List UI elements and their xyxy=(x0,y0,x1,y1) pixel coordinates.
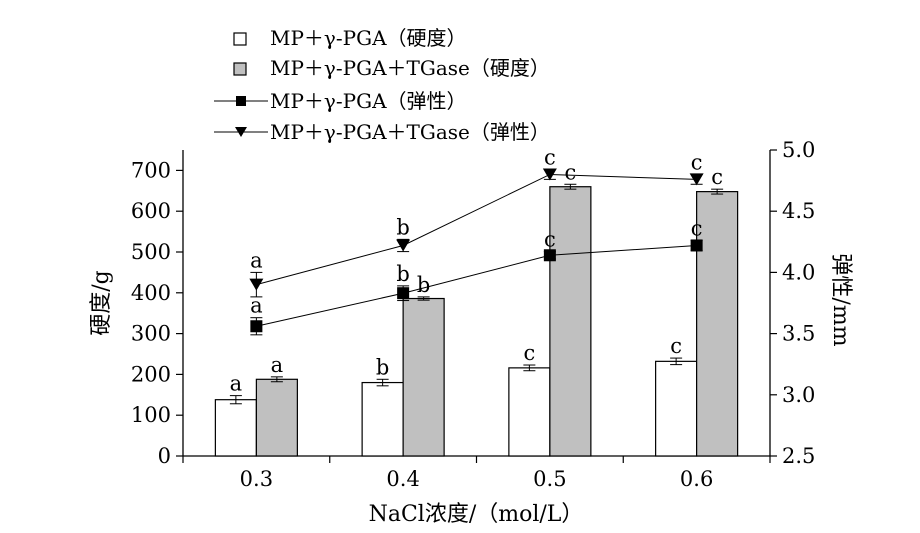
y-tick-label: 500 xyxy=(131,240,171,264)
y-tick-label: 600 xyxy=(131,199,171,223)
bars: a b c c a b c c xyxy=(214,160,739,457)
legend-label-line-1: MP＋γ-PGA（弹性） xyxy=(270,89,467,113)
y2-tick-label: 3.0 xyxy=(782,383,815,407)
bar xyxy=(402,297,445,457)
triangle-marker xyxy=(689,173,704,186)
y2-tick-label: 3.5 xyxy=(782,322,815,346)
x-tick-label: 0.4 xyxy=(386,467,419,491)
bar xyxy=(361,381,404,457)
bar xyxy=(508,367,551,457)
x-tick-label: 0.5 xyxy=(533,467,566,491)
right-y-ticks: 2.5 3.0 3.5 4.0 4.5 5.0 xyxy=(770,138,815,468)
bar-significance-letter: c xyxy=(523,341,535,365)
square-marker xyxy=(250,320,263,333)
bar xyxy=(655,360,698,457)
square-marker xyxy=(543,249,556,262)
y-tick-label: 0 xyxy=(158,444,171,468)
series-line xyxy=(256,173,697,286)
point-significance-letter: b xyxy=(396,215,409,239)
bar-significance-letter: a xyxy=(271,353,284,377)
legend-label-bar-2: MP＋γ-PGA＋TGase（硬度） xyxy=(270,56,550,80)
triangle-marker xyxy=(396,239,411,252)
bar xyxy=(549,186,592,457)
legend: MP＋γ-PGA（硬度） MP＋γ-PGA＋TGase（硬度） MP＋γ-PGA… xyxy=(214,26,550,144)
bar-significance-letter: c xyxy=(564,160,576,184)
legend-marker-triangle xyxy=(235,127,247,137)
point-significance-letter: c xyxy=(544,146,556,170)
bar-significance-letter: c xyxy=(670,334,682,358)
y2-tick-label: 4.0 xyxy=(782,260,815,284)
x-tick-label: 0.3 xyxy=(240,467,273,491)
bar-significance-letter: b xyxy=(417,273,430,297)
left-y-ticks: 0 100 200 300 400 500 600 700 xyxy=(131,158,183,468)
legend-marker-square xyxy=(236,96,246,106)
square-marker xyxy=(690,239,703,252)
y-tick-label: 200 xyxy=(131,362,171,386)
y-axis-title: 硬度/g xyxy=(89,270,114,336)
y-tick-label: 400 xyxy=(131,281,171,305)
legend-swatch-bar-1 xyxy=(233,32,247,46)
x-axis-title: NaCl浓度/（mol/L） xyxy=(369,502,584,527)
y-tick-label: 700 xyxy=(131,158,171,182)
series-line xyxy=(256,244,697,327)
bar-significance-letter: c xyxy=(711,165,723,189)
legend-label-bar-1: MP＋γ-PGA（硬度） xyxy=(270,26,467,50)
y2-tick-label: 4.5 xyxy=(782,199,815,223)
x-ticks: 0.3 0.4 0.5 0.6 xyxy=(182,456,771,491)
y2-tick-label: 2.5 xyxy=(782,444,815,468)
bar xyxy=(255,378,298,457)
point-significance-letter: b xyxy=(396,262,409,286)
point-significance-letter: c xyxy=(544,228,556,252)
triangle-marker xyxy=(542,168,557,181)
bar xyxy=(214,399,257,457)
bar xyxy=(696,191,739,457)
point-significance-letter: c xyxy=(691,217,703,241)
y-tick-label: 300 xyxy=(131,322,171,346)
y2-tick-label: 5.0 xyxy=(782,138,815,162)
triangle-marker xyxy=(249,278,264,291)
y-tick-label: 100 xyxy=(131,403,171,427)
square-marker xyxy=(397,287,410,300)
x-tick-label: 0.6 xyxy=(680,467,713,491)
point-significance-letter: c xyxy=(691,150,703,174)
legend-swatch-bar-2 xyxy=(233,62,247,76)
bar-significance-letter: b xyxy=(376,355,389,379)
point-significance-letter: a xyxy=(250,248,263,272)
y2-axis-title: 弹性/mm xyxy=(828,253,853,346)
legend-label-line-2: MP＋γ-PGA＋TGase（弹性） xyxy=(270,120,550,144)
point-significance-letter: a xyxy=(250,294,263,318)
bar-significance-letter: a xyxy=(230,372,243,396)
